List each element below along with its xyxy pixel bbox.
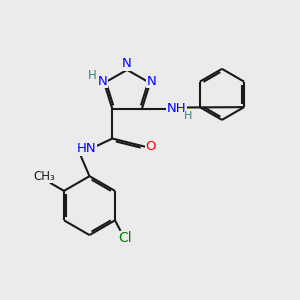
Text: NH: NH (167, 102, 186, 115)
Text: H: H (184, 111, 193, 121)
Text: N: N (98, 75, 107, 88)
Text: N: N (147, 75, 157, 88)
Text: N: N (122, 58, 132, 70)
Text: HN: HN (76, 142, 96, 155)
Text: Cl: Cl (118, 231, 132, 245)
Text: CH₃: CH₃ (34, 170, 55, 183)
Text: H: H (87, 69, 96, 82)
Text: O: O (146, 140, 156, 153)
